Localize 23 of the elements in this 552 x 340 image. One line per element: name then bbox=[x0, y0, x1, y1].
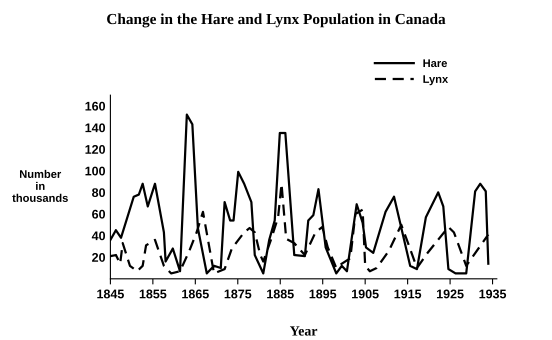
x-tick-label: 1915 bbox=[394, 290, 422, 298]
y-tick-label: 120 bbox=[85, 145, 106, 154]
y-tick-label: 60 bbox=[92, 210, 106, 219]
y-tick-label: 160 bbox=[85, 102, 106, 111]
legend-label: Lynx bbox=[423, 75, 448, 86]
x-tick-label: 1885 bbox=[267, 290, 294, 298]
x-tick-label: 1895 bbox=[310, 290, 336, 298]
y-tick-label: 140 bbox=[85, 123, 106, 132]
y-tick-label: 40 bbox=[92, 231, 106, 240]
y-tick-label: 100 bbox=[85, 166, 106, 176]
y-tick-label: 20 bbox=[92, 253, 106, 262]
x-tick-label: 1905 bbox=[352, 290, 379, 298]
y-axis-title: Number in thousands bbox=[12, 170, 68, 202]
x-tick-label: 1925 bbox=[436, 290, 464, 298]
legend-label: Hare bbox=[423, 59, 447, 68]
x-tick-label: 1935 bbox=[479, 290, 506, 298]
x-tick-label: 1855 bbox=[140, 290, 166, 298]
chart-title: Change in the Hare and Lynx Population in Canada bbox=[107, 13, 446, 28]
x-tick-label: 1845 bbox=[97, 290, 124, 298]
y-tick-label: 80 bbox=[92, 188, 106, 198]
x-tick-label: 1865 bbox=[182, 290, 209, 298]
x-tick-label: 1875 bbox=[224, 290, 252, 298]
x-axis-title: Year bbox=[290, 326, 318, 336]
